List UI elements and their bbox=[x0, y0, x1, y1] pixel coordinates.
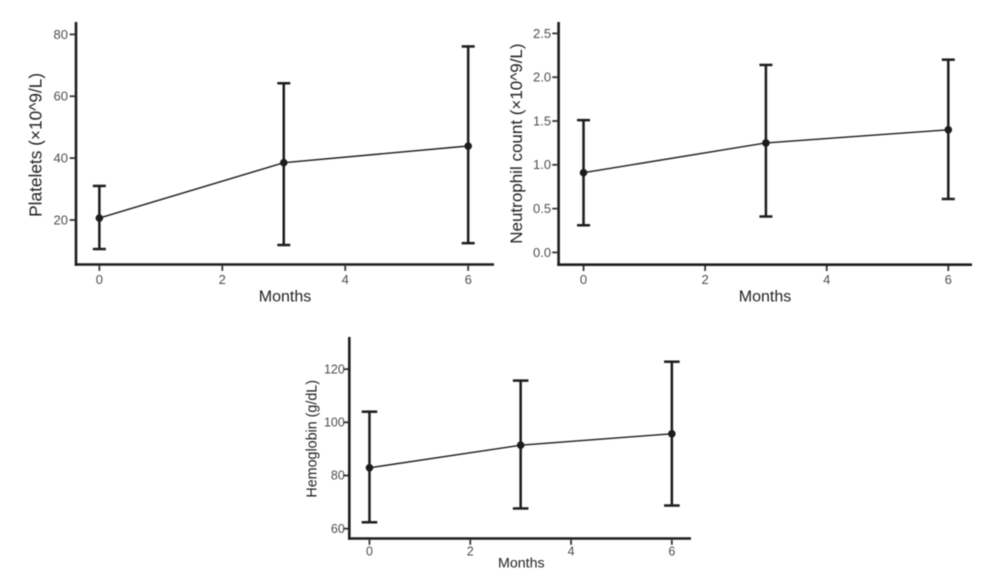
data-point bbox=[365, 463, 374, 472]
x-axis-title: Months bbox=[498, 556, 545, 572]
y-axis-title: Hemoglobin (g/dL) bbox=[305, 380, 321, 498]
y-tick-label: 100 bbox=[324, 416, 345, 430]
y-tick-label: 2.0 bbox=[533, 70, 551, 85]
x-tick-label: 4 bbox=[342, 272, 349, 287]
data-point bbox=[279, 158, 288, 167]
chart-neutrophils: 0.0 0.5 1.0 1.5 2.0 2.5 0 2 4 6 Neutrophil count (… bbox=[507, 22, 972, 306]
y-tick-label: 1.5 bbox=[533, 113, 551, 128]
data-point bbox=[516, 441, 525, 449]
x-tick-label: 4 bbox=[568, 545, 575, 559]
x-tick-label: 2 bbox=[467, 545, 474, 559]
y-tick-label: 1.0 bbox=[533, 157, 551, 172]
data-point bbox=[668, 429, 676, 438]
x-tick-label: 6 bbox=[668, 545, 675, 559]
data-point bbox=[579, 168, 588, 177]
y-tick-label: 40 bbox=[54, 151, 68, 166]
y-axis-title: Neutrophil count (×10^9/L) bbox=[507, 43, 526, 243]
y-tick-label: 60 bbox=[54, 89, 68, 104]
data-point bbox=[464, 142, 472, 150]
x-tick-label: 0 bbox=[96, 272, 103, 287]
y-tick-label: 80 bbox=[54, 27, 68, 42]
x-tick-label: 2 bbox=[701, 272, 708, 287]
chart-platelets: 20 40 60 80 0 2 4 6 Platelets (×10^9/L) Months bbox=[25, 22, 494, 306]
y-axis-title: Platelets (×10^9/L) bbox=[25, 73, 45, 217]
y-tick-label: 2.5 bbox=[533, 26, 551, 41]
x-tick-label: 0 bbox=[580, 272, 587, 287]
x-axis-title: Months bbox=[259, 289, 311, 306]
x-tick-label: 2 bbox=[219, 272, 226, 287]
y-tick-label: 60 bbox=[331, 522, 345, 536]
data-point bbox=[95, 214, 104, 222]
y-tick-label: 120 bbox=[324, 362, 345, 376]
x-tick-label: 4 bbox=[823, 272, 830, 287]
y-tick-label: 0.5 bbox=[533, 201, 551, 216]
data-point bbox=[762, 139, 770, 147]
y-tick-label: 80 bbox=[331, 469, 345, 483]
x-tick-label: 0 bbox=[366, 545, 373, 559]
x-axis-title: Months bbox=[739, 289, 791, 306]
chart-hemoglobin: 60 80 100 120 0 2 4 6 Hemoglobin (g/dL) Months bbox=[305, 337, 691, 572]
x-tick-label: 6 bbox=[945, 272, 952, 287]
x-tick-label: 6 bbox=[465, 272, 472, 287]
y-tick-label: 0.0 bbox=[533, 245, 551, 260]
data-point bbox=[944, 125, 953, 134]
y-tick-label: 20 bbox=[54, 212, 68, 227]
